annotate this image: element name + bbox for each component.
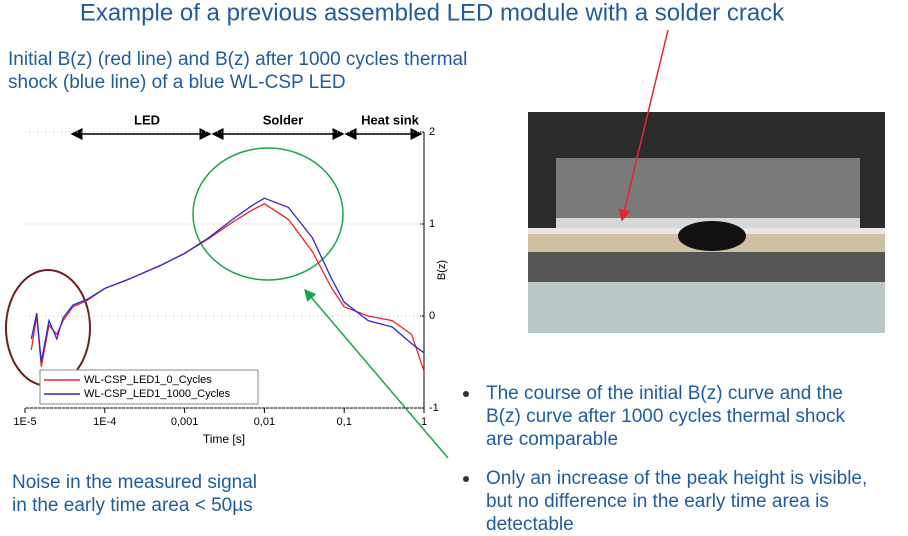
region-label: Heat sink	[361, 112, 420, 127]
series-line	[30, 203, 425, 372]
bullet-dot	[463, 391, 469, 397]
legend-box	[39, 369, 259, 405]
bullet-line: are comparable	[486, 429, 618, 450]
bullet-line: detectable	[486, 514, 574, 535]
photo-layer	[528, 252, 885, 282]
x-tick-label: 1	[421, 416, 427, 428]
photo-bump	[678, 221, 746, 251]
highlight-circle	[192, 147, 344, 281]
legend-label: WL-CSP_LED1_1000_Cycles	[84, 388, 231, 400]
x-tick-label: 0,001	[171, 416, 199, 428]
photo-chip	[556, 158, 860, 220]
note-line: in the early time area < 50µs	[12, 495, 253, 516]
x-tick-label: 0,1	[337, 416, 352, 428]
note-line: Noise in the measured signal	[12, 472, 257, 493]
subtitle-line: shock (blue line) of a blue WL-CSP LED	[8, 72, 346, 93]
bullet-line: B(z) curve after 1000 cycles thermal sho…	[486, 406, 846, 427]
y-tick-label: 0	[429, 310, 435, 322]
region-label: Solder	[263, 112, 303, 127]
bullet-line: Only an increase of the peak height is v…	[486, 468, 867, 489]
x-tick-label: 1E-4	[93, 416, 116, 428]
bullet-line: but no difference in the early time area…	[486, 491, 829, 512]
plot: -1 0 1 2 1E-5 1E-4 0,001 0,01 0,1 1 WL-CSP_LED1_0_…	[13, 126, 438, 428]
subtitle-line: Initial B(z) (red line) and B(z) after 1…	[8, 49, 467, 70]
x-axis-label: Time [s]	[203, 432, 245, 446]
photo-layer	[528, 282, 885, 333]
photo	[528, 112, 885, 333]
bullets: The course of the initial B(z) curve and…	[463, 383, 867, 535]
pointer-arrow	[304, 288, 449, 459]
pointer-arrow	[618, 29, 669, 222]
bullet-line: The course of the initial B(z) curve and…	[486, 383, 843, 404]
y-axis-label: B(z)	[436, 260, 448, 280]
x-tick-label: 1E-5	[13, 416, 36, 428]
y-tick-label: 1	[429, 218, 435, 230]
legend-label: WL-CSP_LED1_0_Cycles	[84, 374, 212, 386]
series-line	[30, 197, 425, 363]
bullet-dot	[463, 476, 469, 482]
y-tick-label: -1	[429, 402, 439, 414]
slide-title: Example of a previous assembled LED modu…	[80, 0, 785, 26]
region-label: LED	[134, 112, 160, 127]
y-tick-label: 2	[429, 126, 435, 138]
x-tick-label: 0,01	[254, 416, 275, 428]
